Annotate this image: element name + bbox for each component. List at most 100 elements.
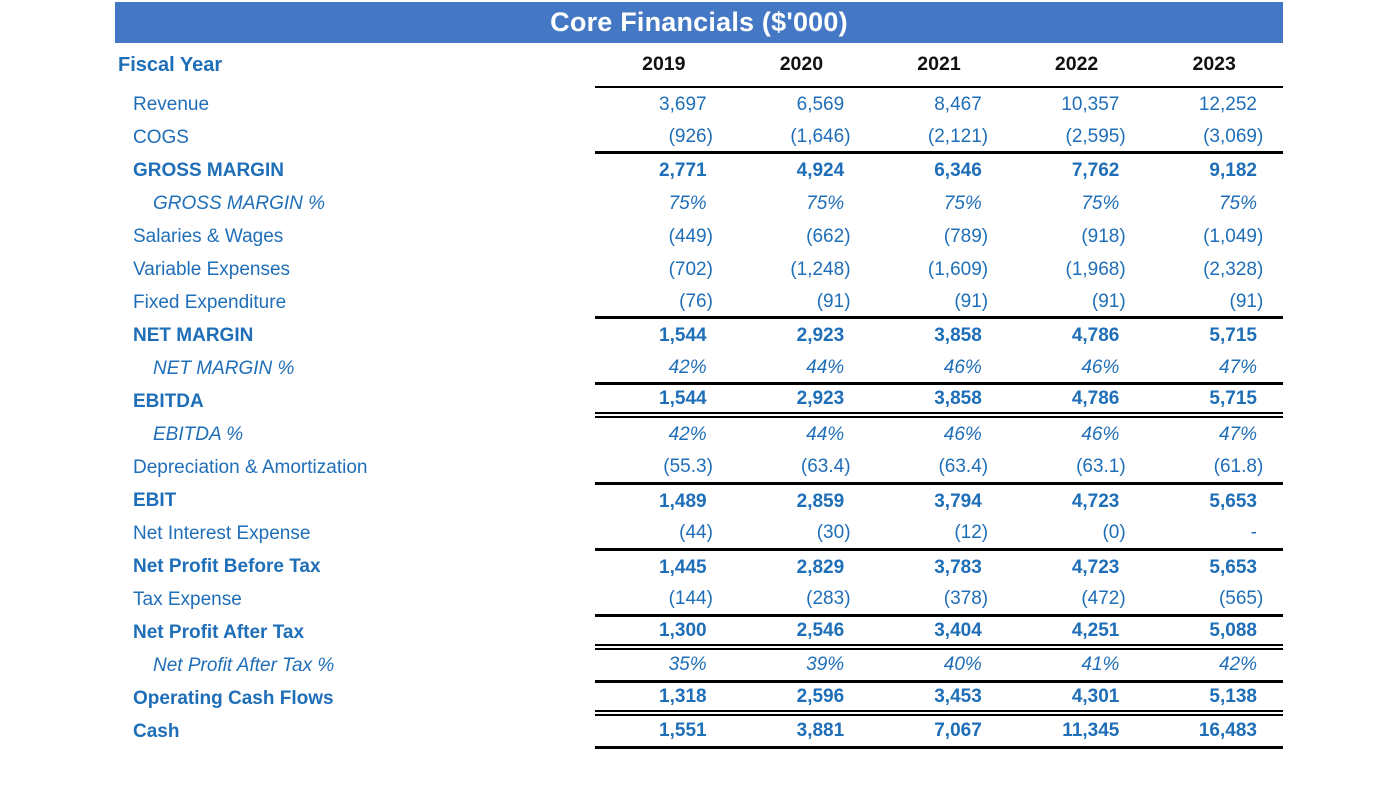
row-label: GROSS MARGIN % (153, 192, 326, 214)
cell-value: (61.8) (1213, 456, 1264, 478)
value-cell: (1,609) (870, 260, 1008, 279)
value-cell: 5,715 (1145, 326, 1283, 345)
cell-value: 9,182 (1209, 160, 1257, 182)
cell-value: 46% (943, 424, 982, 446)
row-values: 1,445 2,829 3,783 4,723 5,653 (595, 551, 1283, 584)
value-cell: 44% (733, 425, 871, 444)
closing-paren: ) (981, 456, 989, 478)
row-values: (702) (1,248) (1,609) (1,968) (2,328) (595, 253, 1283, 286)
closing-paren: ) (844, 588, 851, 610)
cell-value: (91) (954, 290, 989, 312)
value-cell: (76) (595, 292, 733, 311)
value-cell: - (1145, 523, 1283, 542)
cell-value: 2,859 (796, 490, 845, 512)
cell-value: 42% (668, 424, 707, 446)
cell-value: 2,596 (796, 685, 845, 707)
row-label: Fixed Expenditure (133, 291, 287, 313)
closing-paren: ) (706, 125, 713, 147)
cell-value: (91) (1229, 290, 1264, 312)
closing-paren: ) (1256, 456, 1264, 478)
value-cell: 5,088 (1145, 621, 1283, 640)
row-label: Variable Expenses (133, 258, 291, 280)
value-cell: 4,723 (1008, 558, 1146, 577)
value-cell: 6,346 (870, 161, 1008, 180)
closing-paren: ) (1256, 259, 1264, 281)
value-cell: (449) (595, 227, 733, 246)
table-row: EBIT 1,489 2,859 3,794 4,723 5,653 (115, 485, 1283, 518)
cell-value: 4,251 (1071, 619, 1120, 641)
cell-value: (449) (668, 226, 713, 248)
value-cell: (926) (595, 127, 733, 146)
value-cell: 4,723 (1008, 492, 1146, 511)
value-cell: 46% (1008, 358, 1146, 377)
table-row: Variable Expenses (702) (1,248) (1,609) (1,9… (115, 253, 1283, 286)
year-header-cell: 2021 (917, 52, 961, 75)
table-row: Net Profit Before Tax 1,445 2,829 3,783 4,72… (115, 551, 1283, 584)
cell-value: 47% (1218, 356, 1257, 378)
row-label: NET MARGIN (133, 324, 254, 346)
cell-value: 1,489 (659, 490, 707, 512)
cell-value: 6,569 (796, 94, 845, 116)
cell-value: 46% (1081, 356, 1120, 378)
cell-value: 5,088 (1209, 619, 1257, 641)
value-cell: 4,924 (733, 161, 871, 180)
cell-value: 12,252 (1198, 94, 1257, 116)
cell-value: (1,609) (927, 259, 989, 281)
row-label: Net Profit Before Tax (133, 556, 321, 578)
cell-value: (918) (1081, 226, 1126, 248)
row-label: Salaries & Wages (133, 225, 284, 247)
value-cell: 46% (870, 425, 1008, 444)
row-values: (449) (662) (789) (918) (1,049) (595, 220, 1283, 253)
table-row: Tax Expense (144) (283) (378) (472) (565) (115, 584, 1283, 617)
closing-paren: ) (1119, 125, 1126, 147)
row-label: Net Profit After Tax % (153, 655, 335, 677)
year-header-cell: 2020 (779, 52, 824, 75)
value-cell: (30) (733, 523, 871, 542)
row-values: 35% 39% 40% 41% 42% (595, 650, 1283, 683)
cell-value: (144) (668, 588, 713, 610)
value-cell: 42% (595, 425, 733, 444)
value-cell: 39% (733, 655, 871, 674)
value-cell: (378) (870, 589, 1008, 608)
value-cell: 2,923 (733, 389, 871, 408)
row-label: EBITDA (133, 390, 204, 412)
cell-value: 44% (806, 356, 845, 378)
row-values: 75% 75% 75% 75% 75% (595, 187, 1283, 220)
row-label: NET MARGIN % (153, 357, 295, 379)
closing-paren: ) (706, 522, 713, 544)
value-cell: 75% (870, 194, 1008, 213)
row-values: 3,697 6,569 8,467 10,357 12,252 (595, 88, 1283, 121)
value-cell: 16,483 (1145, 721, 1283, 740)
value-cell: 46% (870, 358, 1008, 377)
table-row: NET MARGIN % 42% 44% 46% 46% 47% (115, 352, 1283, 386)
cell-value: (565) (1218, 588, 1264, 610)
closing-paren: ) (844, 522, 851, 544)
cell-value: 1,551 (659, 720, 707, 742)
value-cell: (61.8) (1145, 457, 1283, 476)
cell-value: 2,923 (796, 388, 845, 410)
closing-paren: ) (844, 456, 851, 478)
closing-paren: ) (1119, 588, 1126, 610)
cell-value: (63.4) (800, 456, 851, 478)
value-cell: 2,771 (595, 161, 733, 180)
value-cell: 75% (1008, 194, 1146, 213)
row-values: 1,544 2,923 3,858 4,786 5,715 (595, 385, 1283, 419)
value-cell: 4,301 (1008, 687, 1146, 706)
cell-value: 3,404 (934, 619, 982, 641)
row-label: Revenue (133, 93, 210, 115)
value-cell: (63.4) (733, 457, 871, 476)
value-cell: 44% (733, 358, 871, 377)
value-cell: 9,182 (1145, 161, 1283, 180)
row-values: 42% 44% 46% 46% 47% (595, 352, 1283, 386)
closing-paren: ) (1119, 456, 1126, 478)
value-cell: 3,453 (870, 687, 1008, 706)
value-cell: 1,300 (595, 621, 733, 640)
cell-value: 16,483 (1198, 720, 1257, 742)
cell-value: (2,121) (927, 125, 989, 147)
value-cell: (2,595) (1008, 127, 1146, 146)
value-cell: (662) (733, 227, 871, 246)
cell-value: (1,248) (790, 259, 851, 281)
cell-value: 2,771 (659, 160, 707, 182)
cell-value: (44) (679, 522, 713, 544)
value-cell: (2,328) (1145, 260, 1283, 279)
